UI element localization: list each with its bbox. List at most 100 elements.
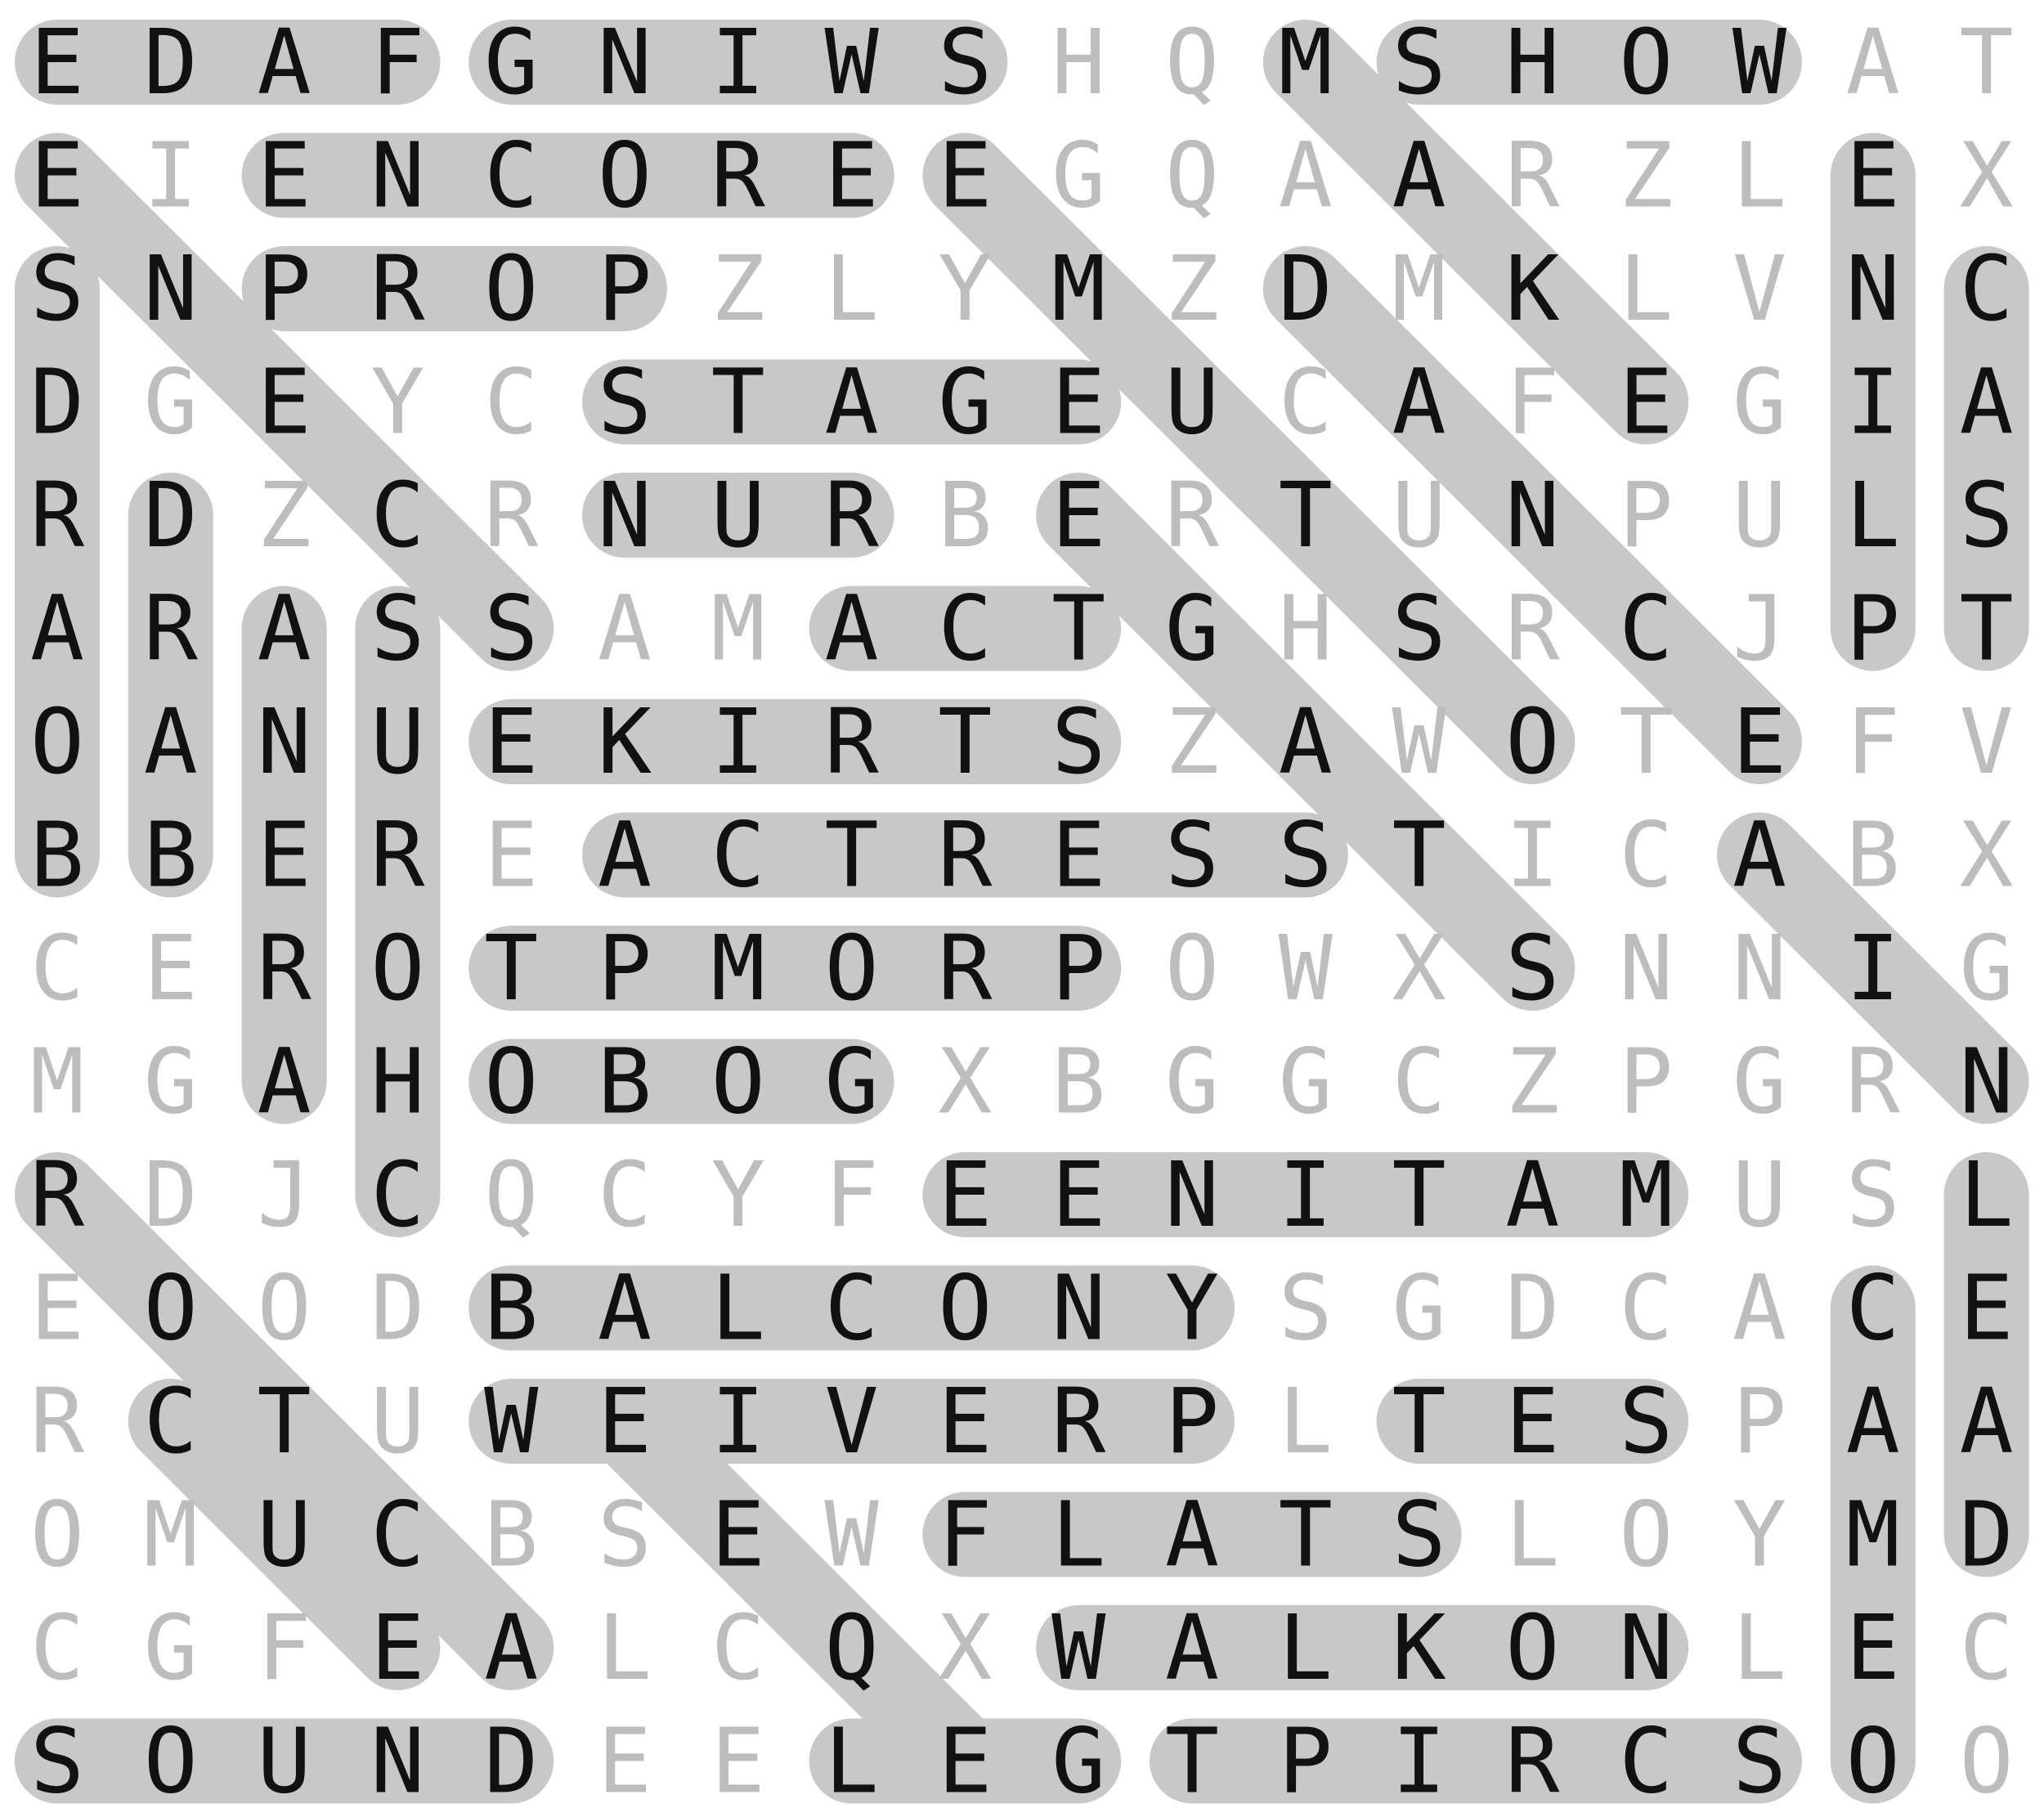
grid-letter[interactable]: R <box>30 1142 85 1247</box>
grid-letter[interactable]: E <box>1846 123 1900 228</box>
grid-letter[interactable]: U <box>257 1709 311 1814</box>
grid-letter[interactable]: A <box>1279 123 1333 228</box>
grid-letter[interactable]: E <box>1959 1256 2013 1361</box>
grid-letter[interactable]: T <box>711 350 765 455</box>
grid-letter[interactable]: H <box>1051 10 1105 114</box>
grid-letter[interactable]: E <box>30 10 84 114</box>
grid-letter[interactable]: H <box>370 1030 424 1134</box>
grid-letter[interactable]: N <box>1051 1256 1105 1361</box>
grid-letter[interactable]: Z <box>1619 123 1673 228</box>
grid-letter[interactable]: P <box>1619 463 1673 568</box>
grid-letter[interactable]: R <box>824 463 879 568</box>
grid-letter[interactable]: T <box>1959 577 2013 681</box>
grid-letter[interactable]: D <box>484 1709 538 1814</box>
grid-letter[interactable]: Y <box>1732 1483 1786 1587</box>
grid-letter[interactable]: D <box>1505 1256 1559 1361</box>
grid-letter[interactable]: Q <box>1165 123 1219 228</box>
grid-letter[interactable]: F <box>370 10 424 114</box>
grid-letter[interactable]: X <box>1959 123 2013 228</box>
grid-letter[interactable]: L <box>1846 463 1900 568</box>
grid-letter[interactable]: D <box>144 463 198 568</box>
grid-letter[interactable]: T <box>824 803 878 908</box>
grid-letter[interactable]: R <box>484 463 539 568</box>
grid-letter[interactable]: G <box>1392 1256 1446 1361</box>
grid-letter[interactable]: V <box>824 1369 878 1474</box>
grid-letter[interactable]: R <box>824 689 879 794</box>
grid-letter[interactable]: X <box>1959 803 2013 908</box>
grid-letter[interactable]: O <box>484 236 538 341</box>
grid-letter[interactable]: A <box>1732 1256 1786 1361</box>
grid-letter[interactable]: E <box>257 803 311 908</box>
grid-letter[interactable]: C <box>1619 1256 1673 1361</box>
grid-letter[interactable]: M <box>1279 10 1333 114</box>
grid-letter[interactable]: D <box>1279 236 1333 341</box>
grid-letter[interactable]: M <box>1619 1142 1673 1247</box>
grid-letter[interactable]: W <box>1051 1595 1106 1700</box>
grid-letter[interactable]: P <box>598 236 652 341</box>
grid-letter[interactable]: P <box>1732 1369 1786 1474</box>
grid-letter[interactable]: C <box>1619 577 1673 681</box>
grid-letter[interactable]: F <box>1846 689 1900 794</box>
grid-letter[interactable]: E <box>1619 350 1673 455</box>
grid-letter[interactable]: E <box>30 1256 84 1361</box>
grid-letter[interactable]: W <box>1279 916 1334 1021</box>
grid-letter[interactable]: S <box>30 236 84 341</box>
grid-letter[interactable]: S <box>484 577 538 681</box>
grid-letter[interactable]: S <box>1279 803 1333 908</box>
grid-letter[interactable]: R <box>1505 123 1560 228</box>
grid-letter[interactable]: E <box>824 123 878 228</box>
grid-letter[interactable]: W <box>1392 689 1446 794</box>
grid-letter[interactable]: O <box>257 1256 311 1361</box>
grid-letter[interactable]: O <box>144 1709 198 1814</box>
grid-letter[interactable]: K <box>1505 236 1559 341</box>
grid-letter[interactable]: L <box>1619 236 1673 341</box>
grid-letter[interactable]: L <box>1959 1142 2013 1247</box>
grid-letter[interactable]: E <box>598 1369 652 1474</box>
grid-letter[interactable]: C <box>1619 803 1673 908</box>
grid-letter[interactable]: O <box>938 1256 992 1361</box>
grid-letter[interactable]: I <box>1279 1142 1333 1247</box>
grid-letter[interactable]: L <box>824 1709 878 1814</box>
grid-letter[interactable]: R <box>938 803 993 908</box>
grid-letter[interactable]: J <box>257 1142 311 1247</box>
grid-letter[interactable]: N <box>598 10 652 114</box>
grid-letter[interactable]: B <box>484 1256 538 1361</box>
grid-letter[interactable]: B <box>144 803 198 908</box>
grid-letter[interactable]: C <box>144 1369 198 1474</box>
grid-letter[interactable]: U <box>1732 1142 1786 1247</box>
grid-letter[interactable]: Z <box>1165 689 1219 794</box>
grid-letter[interactable]: E <box>598 1709 652 1814</box>
grid-letter[interactable]: O <box>370 916 424 1021</box>
grid-letter[interactable]: A <box>257 1030 311 1134</box>
grid-letter[interactable]: F <box>824 1142 878 1247</box>
grid-letter[interactable]: O <box>598 123 652 228</box>
grid-letter[interactable]: W <box>824 1483 879 1587</box>
grid-letter[interactable]: E <box>938 1709 992 1814</box>
grid-letter[interactable]: G <box>484 10 538 114</box>
grid-letter[interactable]: Z <box>1505 1030 1559 1134</box>
grid-letter[interactable]: T <box>484 916 538 1021</box>
grid-letter[interactable]: B <box>484 1483 538 1587</box>
grid-letter[interactable]: N <box>1959 1030 2013 1134</box>
grid-letter[interactable]: E <box>257 350 311 455</box>
grid-letter[interactable]: K <box>1392 1595 1446 1700</box>
grid-letter[interactable]: R <box>30 463 85 568</box>
grid-letter[interactable]: H <box>1279 577 1333 681</box>
grid-letter[interactable]: E <box>938 1142 992 1247</box>
grid-letter[interactable]: T <box>257 1369 311 1474</box>
grid-letter[interactable]: I <box>1846 350 1900 455</box>
grid-letter[interactable]: C <box>370 1142 424 1247</box>
grid-letter[interactable]: S <box>1392 577 1446 681</box>
grid-letter[interactable]: O <box>1846 1709 1900 1814</box>
grid-letter[interactable]: S <box>1846 1142 1900 1247</box>
grid-letter[interactable]: R <box>370 236 425 341</box>
grid-letter[interactable]: A <box>1165 1483 1219 1587</box>
grid-letter[interactable]: Y <box>370 350 424 455</box>
grid-letter[interactable]: S <box>1619 1369 1673 1474</box>
grid-letter[interactable]: E <box>1051 463 1105 568</box>
grid-letter[interactable]: A <box>257 577 311 681</box>
grid-letter[interactable]: C <box>1846 1256 1900 1361</box>
grid-letter[interactable]: D <box>144 10 198 114</box>
grid-letter[interactable]: R <box>1505 1709 1560 1814</box>
grid-letter[interactable]: U <box>370 689 424 794</box>
